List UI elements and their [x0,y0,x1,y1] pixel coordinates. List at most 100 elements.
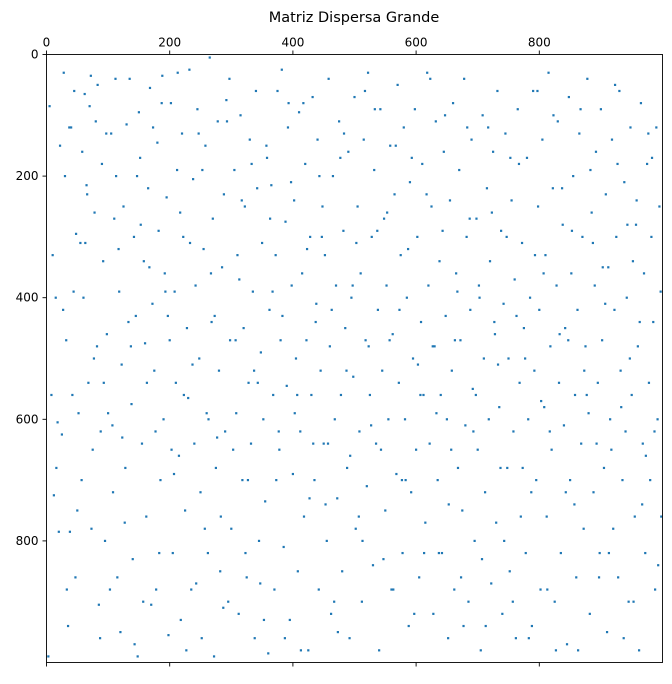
nonzero-point [525,156,529,159]
nonzero-point [650,156,654,159]
nonzero-point [609,418,612,421]
nonzero-point [517,162,521,166]
nonzero-point [65,588,68,591]
nonzero-point [172,472,176,476]
nonzero-point [501,612,504,615]
nonzero-point [379,108,382,111]
nonzero-point [635,199,638,202]
nonzero-point [274,254,277,257]
nonzero-point [272,393,275,397]
nonzero-point [370,235,373,238]
nonzero-point [259,582,262,585]
nonzero-point [151,126,155,129]
nonzero-point [208,56,211,59]
nonzero-point [463,77,466,80]
nonzero-point [428,442,431,445]
nonzero-point [512,430,515,433]
nonzero-point [145,381,149,384]
nonzero-point [407,624,410,628]
nonzero-point [290,284,293,287]
nonzero-point [490,211,493,214]
nonzero-point [570,229,574,232]
nonzero-point [356,205,359,208]
nonzero-point [473,539,476,542]
nonzero-point [524,357,527,360]
nonzero-point [520,241,524,245]
nonzero-point [564,327,567,330]
nonzero-point [538,308,541,311]
nonzero-point [629,126,632,129]
nonzero-point [535,479,538,482]
nonzero-point [496,363,500,366]
nonzero-point [624,430,627,433]
nonzero-point [84,241,87,245]
nonzero-point [196,108,199,111]
nonzero-point [261,241,264,245]
nonzero-point [423,551,426,555]
nonzero-point [584,345,587,348]
nonzero-point [576,308,579,311]
nonzero-point [478,296,481,299]
nonzero-point [633,515,636,518]
nonzero-point [305,247,309,251]
nonzero-point [68,126,71,129]
nonzero-point [618,89,621,93]
nonzero-point [556,120,559,123]
nonzero-point [99,430,102,433]
nonzero-point [488,260,492,263]
nonzero-point [342,132,346,135]
nonzero-point [413,108,416,111]
nonzero-point [382,217,386,220]
nonzero-point [50,393,53,397]
nonzero-point [105,333,108,336]
nonzero-point [205,412,208,415]
nonzero-point [370,424,373,427]
nonzero-point [437,551,440,555]
nonzero-point [555,284,558,287]
nonzero-point [551,187,554,190]
nonzero-point [240,199,243,202]
nonzero-point [56,421,59,424]
nonzero-point [386,211,389,214]
nonzero-point [147,187,150,190]
nonzero-point [418,576,421,579]
nonzero-point [533,369,536,372]
nonzero-point [598,551,601,555]
nonzero-point [596,381,599,384]
nonzero-point [507,357,510,360]
nonzero-point [293,199,296,202]
nonzero-point [348,637,351,640]
nonzero-point [585,393,588,397]
nonzero-point [355,241,358,245]
nonzero-point [173,290,176,293]
nonzero-point [269,217,272,220]
nonzero-point [246,479,250,482]
nonzero-point [331,175,335,178]
nonzero-point [124,466,127,470]
nonzero-point [422,393,425,397]
nonzero-point [326,442,330,445]
nonzero-point [588,612,591,615]
nonzero-point [458,168,461,172]
nonzero-point [317,588,320,591]
nonzero-point [522,327,525,330]
nonzero-point [483,491,487,494]
nonzero-point [166,314,169,318]
nonzero-point [236,254,239,257]
nonzero-point [121,436,124,439]
nonzero-point [262,618,266,622]
nonzero-point [148,266,151,269]
nonzero-point [443,114,447,117]
nonzero-point [604,193,607,196]
nonzero-point [394,144,397,147]
nonzero-point [299,430,302,433]
nonzero-point [649,479,652,482]
nonzero-point [424,521,427,524]
nonzero-point [410,156,413,159]
nonzero-point [399,254,402,257]
nonzero-point [278,448,281,451]
nonzero-point [237,612,240,615]
nonzero-point [55,466,58,470]
nonzero-point [597,576,601,579]
nonzero-point [450,448,453,451]
